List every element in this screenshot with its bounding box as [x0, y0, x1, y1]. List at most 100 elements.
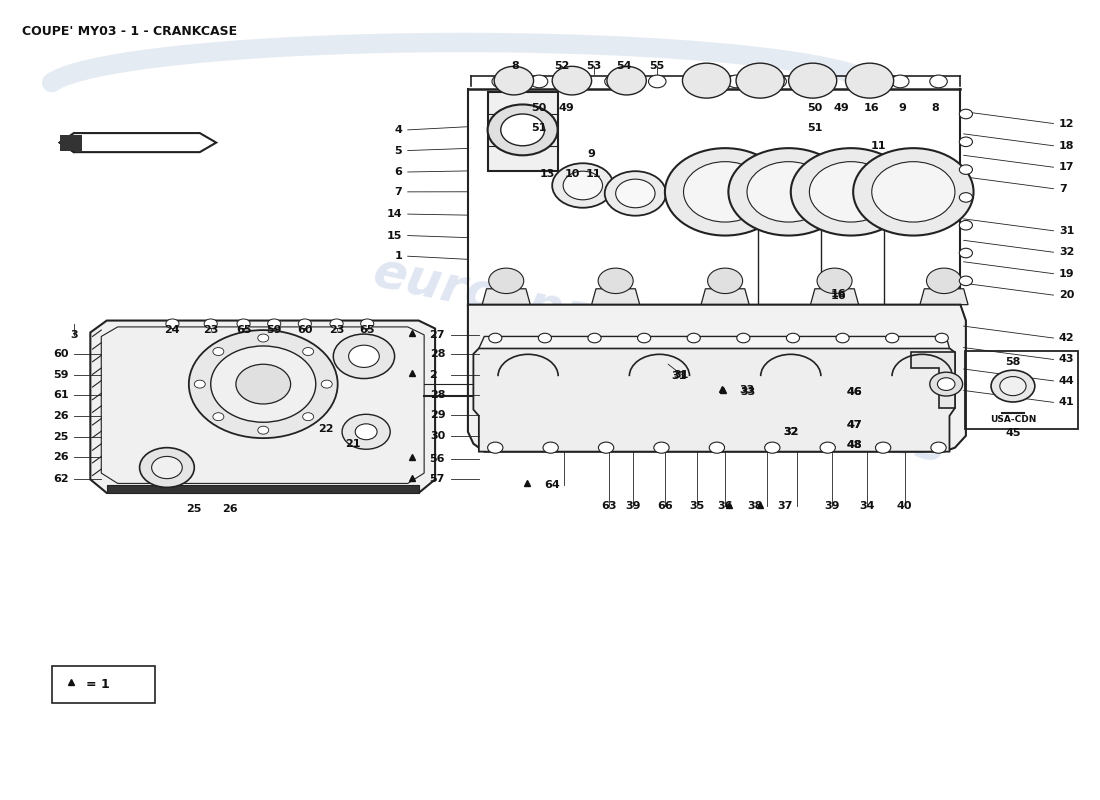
Circle shape: [854, 75, 871, 88]
Circle shape: [959, 221, 972, 230]
Circle shape: [959, 165, 972, 174]
Circle shape: [487, 105, 558, 155]
Circle shape: [854, 148, 974, 235]
Text: 58: 58: [1005, 357, 1021, 367]
Text: 60: 60: [53, 349, 68, 359]
Circle shape: [530, 75, 548, 88]
Circle shape: [552, 163, 614, 208]
Circle shape: [728, 148, 849, 235]
Text: 32: 32: [783, 426, 799, 437]
Text: 8: 8: [932, 102, 939, 113]
Text: COUPE' MY03 - 1 - CRANKCASE: COUPE' MY03 - 1 - CRANKCASE: [22, 25, 238, 38]
Text: 46: 46: [846, 387, 862, 397]
Text: 33: 33: [740, 387, 756, 397]
Polygon shape: [473, 348, 955, 452]
Polygon shape: [911, 352, 955, 408]
Text: 49: 49: [559, 102, 574, 113]
Circle shape: [707, 268, 743, 294]
Text: 25: 25: [187, 504, 202, 514]
Circle shape: [817, 268, 852, 294]
Circle shape: [930, 372, 962, 396]
Text: 1: 1: [395, 251, 403, 262]
Text: 44: 44: [1059, 376, 1075, 386]
Circle shape: [959, 248, 972, 258]
Text: 24: 24: [165, 325, 180, 335]
Text: USA-CDN: USA-CDN: [990, 414, 1036, 423]
Text: 28: 28: [430, 390, 446, 400]
Circle shape: [494, 66, 534, 95]
Text: 3: 3: [70, 330, 78, 340]
Circle shape: [789, 63, 837, 98]
Polygon shape: [920, 289, 968, 305]
Text: 39: 39: [626, 502, 641, 511]
Text: 39: 39: [825, 502, 840, 511]
Circle shape: [236, 319, 250, 329]
Text: 11: 11: [586, 169, 602, 178]
Text: 21: 21: [345, 439, 361, 450]
Text: 51: 51: [807, 123, 823, 134]
Circle shape: [598, 268, 634, 294]
Text: 40: 40: [896, 502, 912, 511]
Text: 48: 48: [846, 440, 862, 450]
Circle shape: [959, 137, 972, 146]
Text: 55: 55: [650, 62, 664, 71]
Text: 19: 19: [1059, 269, 1075, 278]
Text: 16: 16: [832, 291, 847, 301]
Text: = 1: = 1: [86, 678, 110, 691]
Text: 63: 63: [602, 502, 617, 511]
Circle shape: [937, 378, 955, 390]
Circle shape: [257, 426, 268, 434]
Circle shape: [211, 346, 316, 422]
Text: 53: 53: [586, 62, 602, 71]
Text: 41: 41: [1059, 398, 1075, 407]
Text: 23: 23: [204, 325, 219, 335]
Circle shape: [959, 276, 972, 286]
Text: 27: 27: [430, 330, 446, 340]
Text: 20: 20: [1059, 290, 1075, 300]
Text: 25: 25: [53, 431, 68, 442]
Polygon shape: [487, 92, 558, 171]
Circle shape: [810, 75, 827, 88]
Text: 37: 37: [778, 502, 793, 511]
Circle shape: [926, 268, 961, 294]
Text: 45: 45: [1005, 428, 1021, 438]
Polygon shape: [107, 485, 419, 493]
Text: 8: 8: [512, 62, 519, 71]
Text: 26: 26: [53, 411, 68, 421]
Text: 32: 32: [1059, 247, 1075, 258]
Text: 31: 31: [1059, 226, 1075, 236]
Circle shape: [213, 347, 223, 355]
Circle shape: [488, 268, 524, 294]
Text: 36: 36: [717, 502, 733, 511]
Text: 31: 31: [671, 371, 686, 381]
Text: 7: 7: [395, 187, 403, 197]
Circle shape: [487, 442, 503, 454]
Text: 57: 57: [430, 474, 446, 485]
Circle shape: [959, 193, 972, 202]
Text: 16: 16: [864, 102, 880, 113]
Text: 64: 64: [544, 480, 560, 490]
Circle shape: [361, 319, 374, 329]
Text: eurospares: eurospares: [631, 359, 950, 472]
Circle shape: [689, 75, 706, 88]
Text: 22: 22: [318, 423, 333, 434]
Text: 66: 66: [657, 502, 673, 511]
Text: 34: 34: [859, 502, 876, 511]
Text: 18: 18: [1059, 141, 1075, 150]
Text: 7: 7: [1059, 184, 1067, 194]
Circle shape: [213, 413, 223, 421]
Circle shape: [891, 75, 909, 88]
Circle shape: [302, 413, 313, 421]
Circle shape: [189, 330, 338, 438]
Polygon shape: [592, 289, 640, 305]
Circle shape: [330, 319, 343, 329]
Polygon shape: [468, 305, 966, 452]
Text: 52: 52: [554, 62, 570, 71]
Polygon shape: [90, 321, 436, 493]
Text: 47: 47: [846, 421, 862, 430]
Circle shape: [786, 334, 800, 342]
Circle shape: [321, 380, 332, 388]
Circle shape: [710, 442, 725, 454]
Text: 5: 5: [395, 146, 403, 155]
Text: 14: 14: [386, 209, 403, 219]
